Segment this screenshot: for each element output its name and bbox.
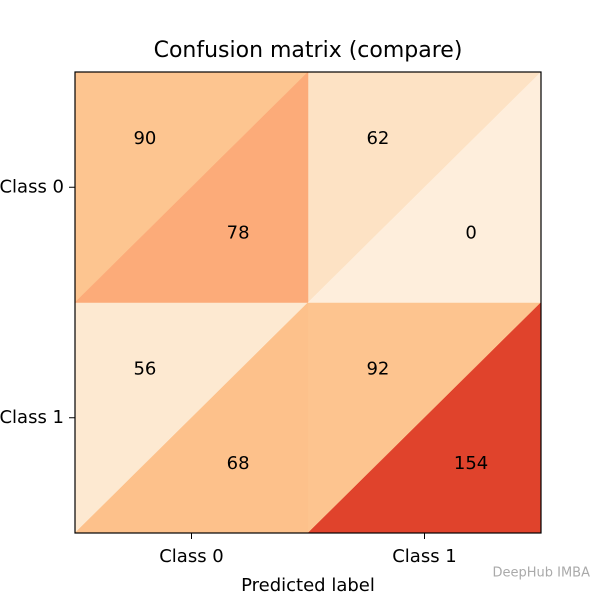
value-label: 0: [465, 222, 476, 243]
value-label: 154: [454, 453, 488, 474]
value-label: 56: [133, 358, 156, 379]
x-tick-label: Class 1: [392, 546, 457, 567]
value-label: 78: [227, 222, 250, 243]
x-axis-label: Predicted label: [241, 575, 375, 596]
y-tick-label: Class 0: [0, 176, 64, 197]
watermark: DeepHub IMBA: [492, 566, 590, 581]
value-label: 92: [366, 358, 389, 379]
y-tick-label: Class 1: [0, 407, 64, 428]
value-label: 62: [366, 128, 389, 149]
x-tick-label: Class 0: [159, 546, 224, 567]
plot-frame: [74, 71, 542, 534]
value-label: 68: [227, 453, 250, 474]
chart-title: Confusion matrix (compare): [154, 38, 463, 63]
value-label: 90: [133, 128, 156, 149]
cell-triangle: [74, 71, 309, 303]
